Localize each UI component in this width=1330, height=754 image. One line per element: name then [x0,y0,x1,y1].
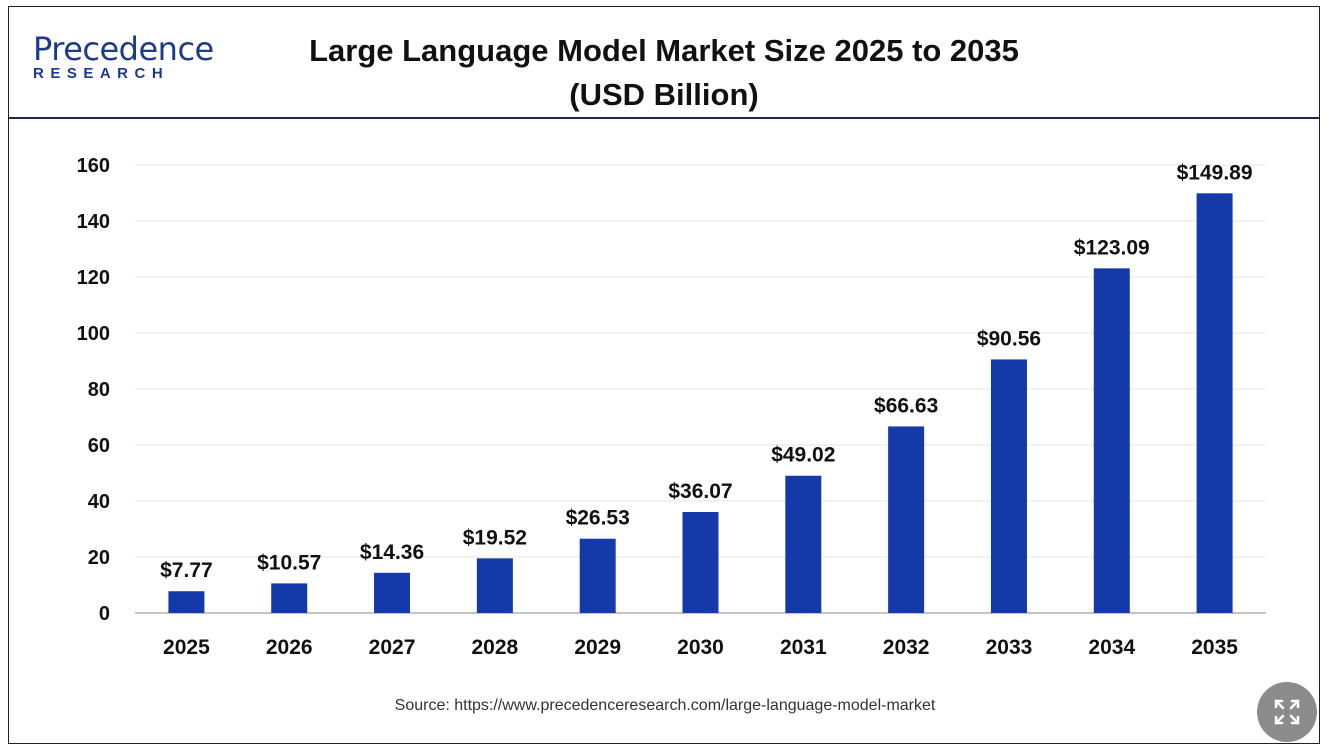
y-tick-label: 20 [88,547,110,569]
bar [888,426,925,613]
y-tick-label: 160 [77,155,110,177]
x-tick-label: 2026 [266,636,313,659]
y-tick-label: 140 [77,211,110,233]
logo-wordmark: Precedence [33,30,214,68]
y-tick-label: 40 [88,491,110,513]
bar [476,558,513,613]
bar [579,538,616,613]
x-tick-label: 2029 [574,636,621,659]
x-tick-label: 2030 [677,636,724,659]
data-label: $14.36 [360,541,424,564]
bar [682,512,719,613]
bar [990,359,1027,613]
x-tick-label: 2027 [369,636,416,659]
data-label: $36.07 [668,480,732,503]
data-label: $19.52 [463,526,527,549]
data-label: $123.09 [1074,236,1150,259]
y-tick-label: 120 [77,267,110,289]
data-label: $66.63 [874,394,938,417]
bar [168,591,205,613]
expand-button[interactable] [1257,682,1317,742]
data-label: $49.02 [771,444,835,467]
y-tick-label: 60 [88,435,110,457]
y-tick-label: 100 [77,323,110,345]
x-tick-label: 2031 [780,636,827,659]
bar [271,583,308,613]
x-tick-label: 2035 [1191,636,1238,659]
chart-title-line-2: (USD Billion) [569,77,759,112]
x-tick-label: 2025 [163,636,210,659]
data-label: $149.89 [1177,161,1253,184]
bar [1196,193,1233,614]
bar [785,475,822,613]
expand-icon [1274,699,1300,725]
data-label: $10.57 [257,551,321,574]
bar [374,572,411,613]
data-label: $26.53 [566,507,630,530]
chart-title-line-1: Large Language Model Market Size 2025 to… [309,33,1019,68]
logo-subtitle: RESEARCH [33,65,170,82]
x-tick-label: 2034 [1088,636,1135,659]
bar [1093,268,1130,613]
brand-logo: Precedence RESEARCH [33,33,214,83]
data-label: $90.56 [977,327,1041,350]
header: Precedence RESEARCH Large Language Model… [9,7,1319,119]
chart-title: Large Language Model Market Size 2025 to… [9,29,1319,117]
x-tick-label: 2032 [883,636,930,659]
y-tick-label: 80 [88,379,110,401]
y-tick-label: 0 [99,603,110,625]
source-note: Source: https://www.precedenceresearch.c… [394,697,936,714]
x-tick-label: 2028 [472,636,519,659]
x-tick-label: 2033 [986,636,1033,659]
data-label: $7.77 [160,559,213,582]
